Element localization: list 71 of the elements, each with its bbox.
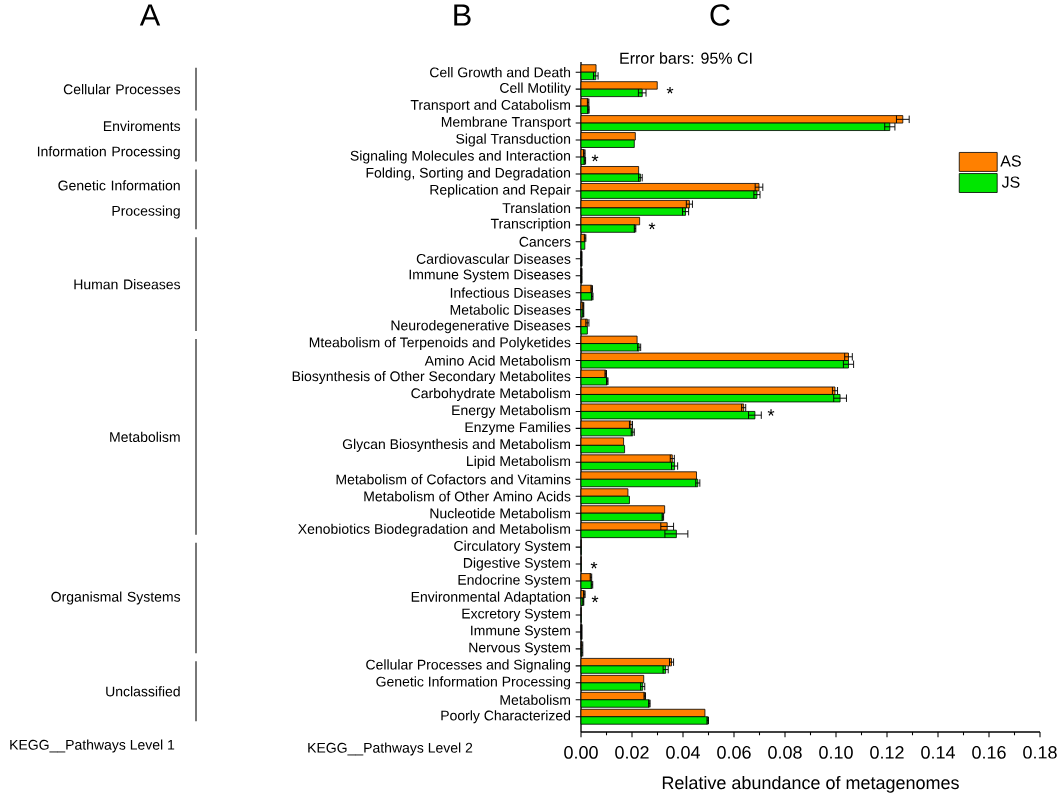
y-tick-label: Folding, Sorting and Degradation: [366, 167, 571, 181]
legend-label: AS: [1000, 155, 1021, 167]
x-axis-title: Relative abundance of metagenomes: [662, 775, 959, 793]
y-tick-label: Nervous System: [469, 642, 570, 656]
y-tick-label: Metabolic Diseases: [450, 304, 571, 315]
y-tick-label: Nucleotide Metabolism: [430, 508, 570, 519]
text: Genetic Information Processing: [58, 180, 180, 219]
y-tick-label: Metabolism: [500, 694, 571, 705]
text: Metabolism: [110, 431, 180, 443]
y-tick-label: Transcription: [490, 218, 571, 232]
annotation: *: [648, 222, 656, 230]
y-tick-label: Neurodegenerative Diseases: [391, 320, 571, 334]
x-tick-label: 0.06: [717, 746, 751, 759]
y-tick-label: Enzyme Families: [465, 421, 571, 435]
y-tick-label: Metabolism of Cofactors and Vitamins: [336, 474, 571, 485]
annotation: *: [590, 561, 598, 569]
y-tick-label: Cardiovascular Diseases: [416, 253, 571, 264]
y-tick-label: Digestive System: [463, 557, 570, 571]
x-tick-label: 0.00: [564, 746, 598, 759]
y-tick-label: Cell Growth and Death: [430, 67, 571, 78]
x-tick-label: 0.10: [819, 746, 853, 759]
y-tick-label: Immune System Diseases: [409, 269, 571, 283]
y-tick-label: Membrane Transport: [441, 116, 571, 130]
y-tick-label: Xenobiotics Biodegradation and Metabolism: [298, 523, 570, 537]
y-tick-label: Environmental Adaptation: [411, 591, 571, 605]
y-tick-label: Replication and Repair: [430, 184, 571, 198]
y-tick-label: Transport and Catabolism: [410, 99, 570, 113]
text: B: [454, 4, 471, 26]
legend-label: JS: [1001, 176, 1020, 188]
y-tick-label: Lipid Metabolism: [467, 455, 570, 469]
text: Cellular Processes: [63, 84, 181, 95]
annotation: Error bars: 95% CI: [620, 52, 752, 64]
text: C: [710, 4, 730, 26]
annotation: *: [767, 409, 775, 416]
y-tick-label: Sigal Transduction: [456, 133, 571, 147]
y-tick-label: Energy Metabolism: [452, 404, 570, 418]
y-tick-label: Cancers: [519, 236, 571, 247]
y-tick-label: Biosynthesis of Other Secondary Metabolites: [292, 370, 571, 385]
y-tick-label: Mteabolism of Terpenoids and Polyketides: [309, 337, 571, 351]
annotation: *: [666, 86, 674, 94]
y-tick-label: Carbohydrate Metabolism: [411, 387, 570, 401]
x-tick-label: 0.14: [921, 746, 955, 759]
text: Human Diseases: [74, 279, 181, 290]
y-tick-label: Circulatory System: [454, 540, 570, 554]
text: Enviroments Information Processing: [37, 120, 181, 160]
text: A: [139, 4, 161, 26]
text: KEGG__Pathways Level 2: [308, 742, 473, 756]
y-tick-label: Poorly Characterized: [441, 710, 571, 724]
y-tick-label: Endocrine System: [458, 574, 570, 588]
x-tick-label: 0.04: [666, 746, 700, 759]
y-tick-label: Cellular Processes and Signaling: [366, 659, 570, 673]
y-tick-label: Glycan Biosynthesis and Metabolism: [342, 438, 570, 452]
y-tick-label: Translation: [502, 202, 571, 214]
x-tick-label: 0.18: [1023, 746, 1057, 759]
y-tick-label: Infectious Diseases: [450, 287, 571, 298]
y-tick-label: Cell Motility: [500, 82, 571, 96]
y-tick-label: Excretory System: [462, 608, 571, 622]
x-tick-label: 0.02: [615, 746, 649, 759]
text: Unclassified: [106, 686, 180, 697]
annotation: *: [591, 595, 599, 603]
text: Organismal Systems: [51, 591, 181, 605]
y-tick-label: Metabolism of Other Amino Acids: [364, 491, 571, 502]
x-tick-label: 0.12: [870, 746, 904, 759]
y-tick-label: Signaling Molecules and Interaction: [350, 150, 570, 164]
y-tick-label: Genetic Information Processing: [376, 676, 571, 690]
x-tick-label: 0.08: [768, 746, 802, 759]
annotation: *: [591, 154, 599, 162]
y-tick-label: Immune System: [471, 625, 571, 639]
text: KEGG__Pathways Level 1: [10, 739, 175, 753]
x-tick-label: 0.16: [972, 746, 1006, 759]
y-tick-label: Amino Acid Metabolism: [424, 355, 570, 366]
